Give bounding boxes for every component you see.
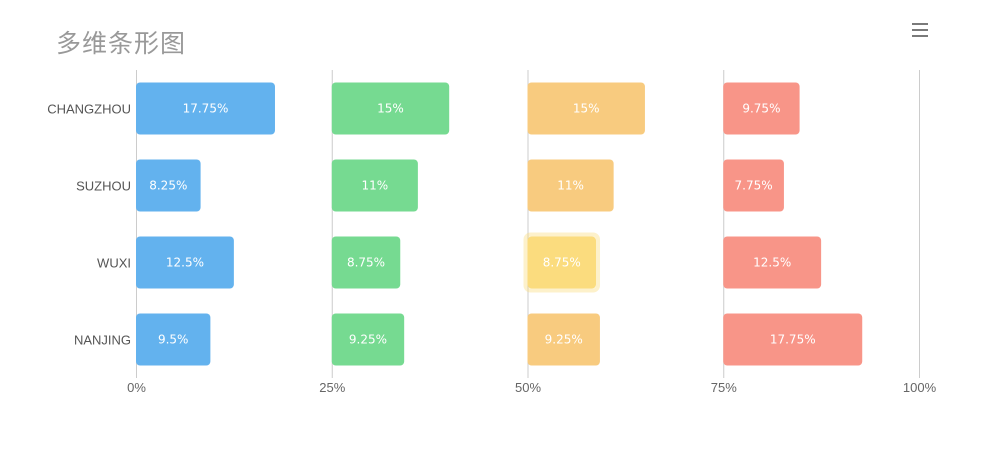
bar[interactable] bbox=[527, 159, 614, 212]
bar[interactable] bbox=[331, 159, 418, 212]
bar[interactable] bbox=[136, 82, 275, 135]
bar-value-label: 9.25% bbox=[545, 333, 583, 347]
bar[interactable] bbox=[723, 159, 784, 212]
bar[interactable] bbox=[723, 236, 822, 289]
category-label: WUXI bbox=[97, 256, 131, 271]
bar-value-label: 8.75% bbox=[347, 256, 385, 270]
bar[interactable] bbox=[331, 313, 405, 366]
bar-value-label: 9.75% bbox=[742, 102, 780, 116]
bar-value-label: 17.75% bbox=[183, 102, 229, 116]
chart-title: 多维条形图 bbox=[56, 29, 187, 58]
bar-value-label: 8.75% bbox=[543, 256, 581, 270]
bar-value-label: 17.75% bbox=[770, 333, 816, 347]
bar-value-label: 12.5% bbox=[753, 256, 791, 270]
x-tick-label: 50% bbox=[515, 380, 541, 395]
x-tick-label: 0% bbox=[127, 380, 146, 395]
bars bbox=[136, 82, 863, 366]
bar-value-label: 15% bbox=[573, 102, 600, 116]
bar-value-label: 9.5% bbox=[158, 333, 189, 347]
bar-value-label: 12.5% bbox=[166, 256, 204, 270]
bar-value-label: 11% bbox=[557, 179, 584, 193]
category-label: NANJING bbox=[74, 333, 131, 348]
category-label: CHANGZHOU bbox=[47, 102, 131, 117]
bar[interactable] bbox=[331, 82, 450, 135]
bar-value-label: 9.25% bbox=[349, 333, 387, 347]
bar[interactable] bbox=[136, 313, 211, 366]
hamburger-menu-icon[interactable] bbox=[909, 20, 931, 40]
bar-highlight-glow bbox=[523, 232, 601, 293]
bar[interactable] bbox=[527, 236, 597, 289]
bar[interactable] bbox=[723, 313, 863, 366]
bar[interactable] bbox=[723, 82, 800, 135]
bar[interactable] bbox=[136, 159, 201, 212]
bar[interactable] bbox=[527, 82, 645, 135]
bar-value-label: 11% bbox=[361, 179, 388, 193]
bar[interactable] bbox=[331, 236, 401, 289]
bar-value-label: 8.25% bbox=[149, 179, 187, 193]
bar[interactable] bbox=[136, 236, 234, 289]
labels: 0% 25% 50% 75% 100% CHANGZHOU SUZHOU WUXI NANJIN… bbox=[47, 102, 936, 396]
bar-value-label: 7.75% bbox=[735, 179, 773, 193]
x-tick-label: 100% bbox=[903, 380, 937, 395]
category-label: SUZHOU bbox=[76, 179, 131, 194]
bar-value-label: 15% bbox=[377, 102, 404, 116]
bar[interactable] bbox=[527, 313, 600, 366]
x-tick-label: 25% bbox=[319, 380, 345, 395]
x-tick-label: 75% bbox=[711, 380, 737, 395]
